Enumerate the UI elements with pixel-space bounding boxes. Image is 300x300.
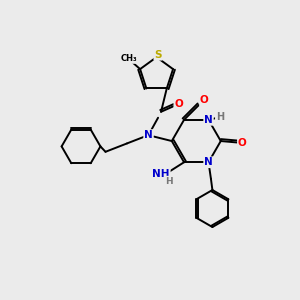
Text: H: H — [165, 177, 173, 186]
Text: NH: NH — [152, 169, 170, 179]
Text: N: N — [144, 130, 153, 140]
Text: H: H — [216, 112, 224, 122]
Text: N: N — [204, 157, 213, 167]
Text: N: N — [204, 115, 213, 125]
Text: O: O — [238, 137, 247, 148]
Text: CH₃: CH₃ — [120, 54, 137, 63]
Text: O: O — [200, 95, 209, 105]
Text: S: S — [154, 50, 162, 60]
Text: O: O — [174, 99, 183, 109]
